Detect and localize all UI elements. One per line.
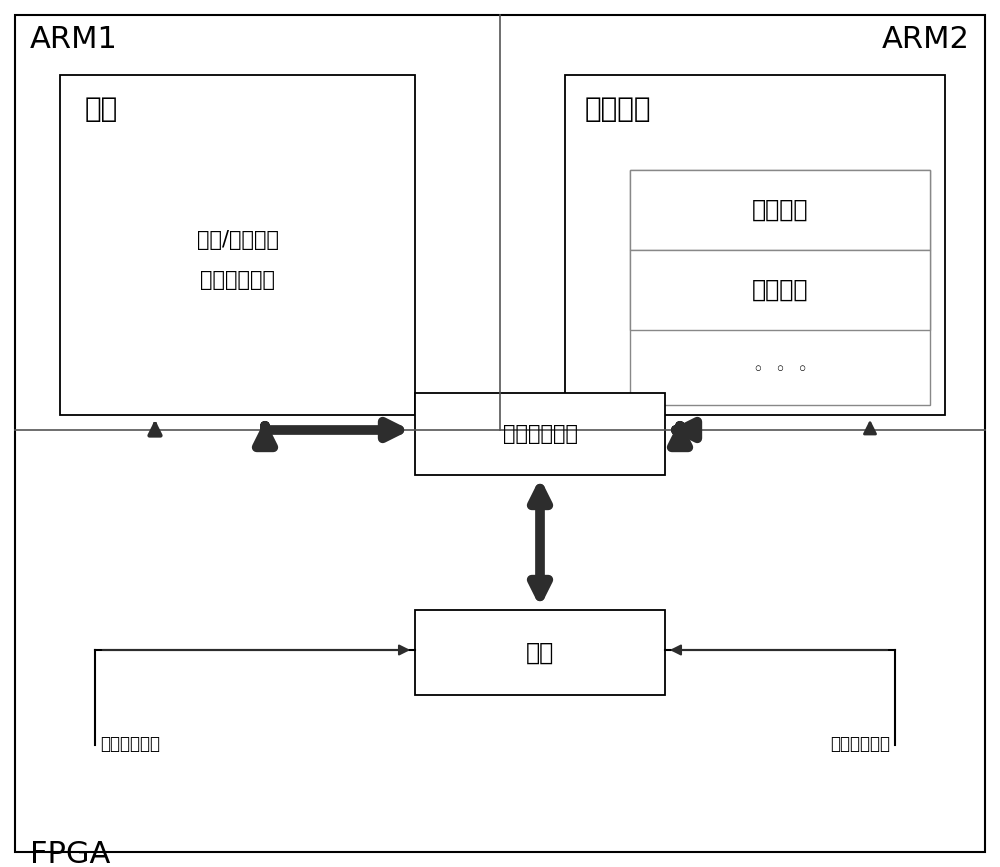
Bar: [630, 170, 930, 250]
Bar: [60, 75, 415, 415]
Text: 实时报文处理: 实时报文处理: [200, 270, 275, 290]
Bar: [630, 250, 930, 330]
Text: 通信管理: 通信管理: [752, 278, 808, 302]
Bar: [630, 170, 930, 405]
Text: 操作系统: 操作系统: [585, 95, 652, 123]
Text: ARM2: ARM2: [882, 25, 970, 54]
Bar: [415, 610, 665, 695]
Text: ◦  ◦  ◦: ◦ ◦ ◦: [753, 361, 807, 379]
Text: ARM1: ARM1: [30, 25, 118, 54]
Text: 裸跑: 裸跑: [85, 95, 118, 123]
Text: 保护/测控元件: 保护/测控元件: [196, 230, 278, 250]
Text: 管理配置接口: 管理配置接口: [830, 735, 890, 753]
Text: 人机接口: 人机接口: [752, 198, 808, 222]
Text: 存储管理模块: 存储管理模块: [503, 424, 578, 444]
Text: 管理配置接口: 管理配置接口: [100, 735, 160, 753]
Text: 外设: 外设: [526, 641, 554, 664]
Text: FPGA: FPGA: [30, 840, 110, 867]
Bar: [415, 393, 665, 475]
Bar: [565, 75, 945, 415]
